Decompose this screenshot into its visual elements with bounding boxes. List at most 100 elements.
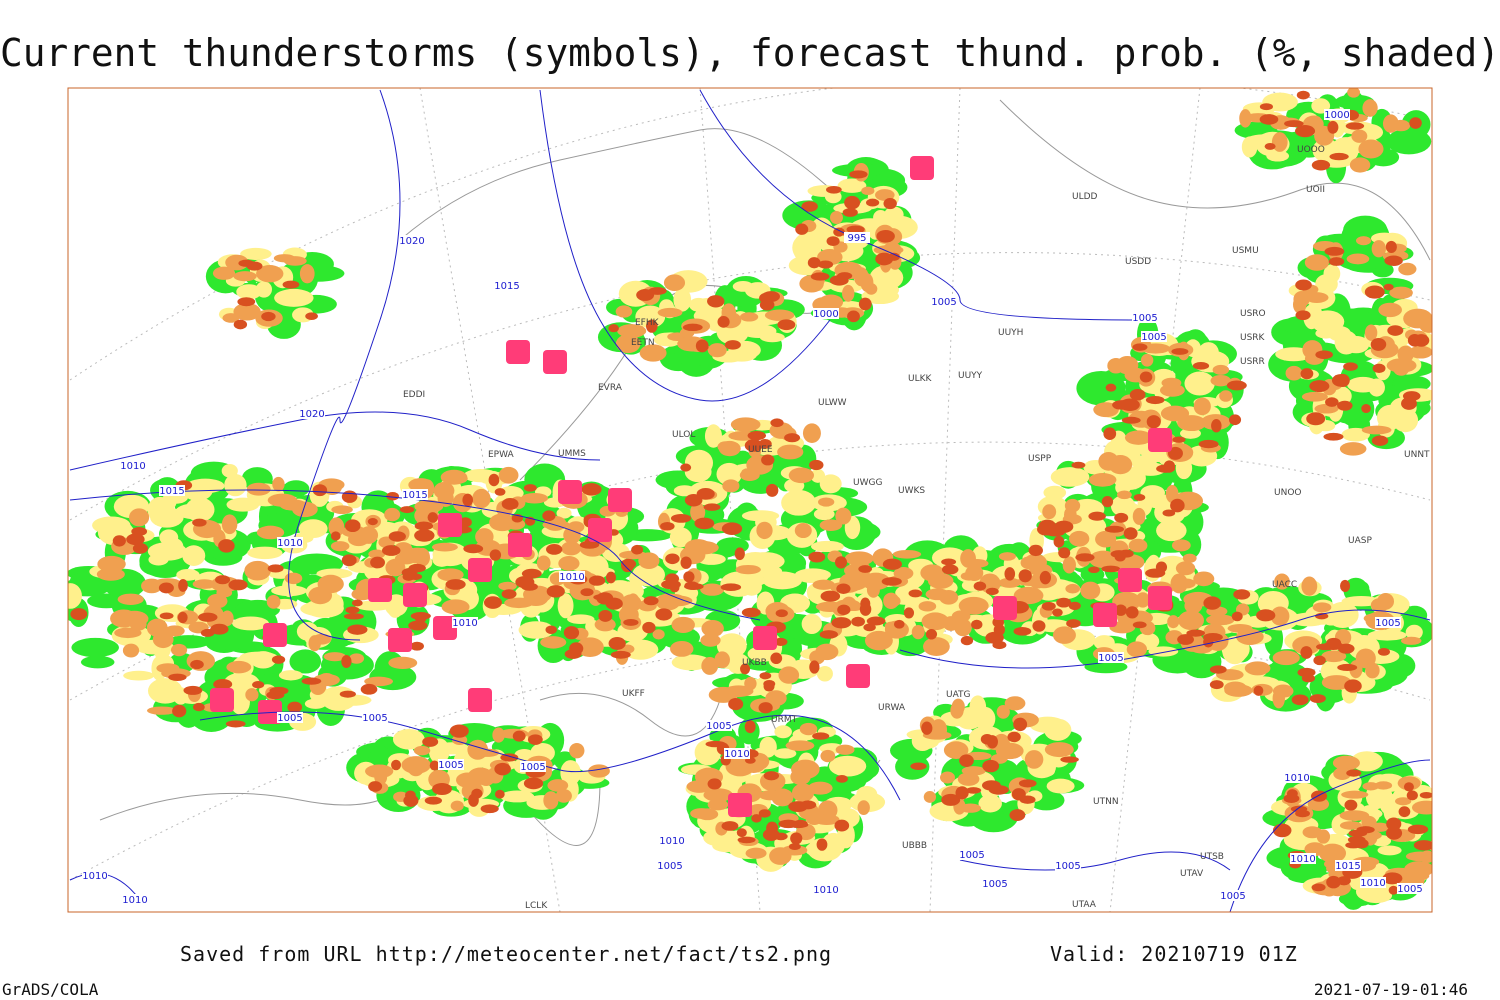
shade-cell <box>812 732 830 740</box>
shade-cell <box>1342 90 1364 115</box>
shade-cell <box>158 582 174 594</box>
shade-cell <box>381 545 401 556</box>
shade-cell <box>489 513 516 532</box>
shade-cell <box>992 640 1007 650</box>
shade-cell <box>1370 598 1389 613</box>
shade-cell <box>875 252 894 266</box>
shade-cell <box>809 459 824 471</box>
shade-cell <box>341 654 352 669</box>
shade-cell <box>1326 875 1341 889</box>
station-code: EPWA <box>488 450 515 460</box>
shade-cell <box>1095 530 1117 548</box>
shade-cell <box>228 579 248 591</box>
shade-cell <box>774 748 797 759</box>
storm-symbol <box>1093 603 1117 627</box>
shade-cell <box>918 601 937 612</box>
shade-cell <box>1291 694 1309 706</box>
storm-symbol <box>910 156 934 180</box>
shade-cell <box>1293 295 1307 314</box>
station-code: UUYH <box>998 328 1023 338</box>
shade-cell <box>673 485 696 497</box>
shade-cell <box>1088 566 1100 574</box>
shade-cell <box>1205 597 1219 605</box>
shade-cell <box>837 178 867 193</box>
shade-cell <box>747 430 766 441</box>
shade-cell <box>498 581 517 591</box>
shade-cell <box>1114 512 1129 523</box>
shade-cell <box>660 521 675 531</box>
storm-symbol <box>368 578 392 602</box>
shade-cell <box>921 612 949 631</box>
shade-cell <box>1406 790 1418 801</box>
isobar-label: 1010 <box>120 461 145 472</box>
shade-cell <box>97 555 126 573</box>
storm-symbol <box>433 616 457 640</box>
shade-cell <box>110 609 138 628</box>
shade-cell <box>1066 619 1081 628</box>
isobar-label-bg <box>813 884 839 895</box>
shade-cell <box>413 745 431 756</box>
shade-cell <box>227 499 247 511</box>
shade-cell <box>1340 579 1351 592</box>
shade-cell <box>965 565 984 581</box>
shade-cell <box>131 526 148 536</box>
shade-cell <box>246 261 263 271</box>
shade-cell <box>688 297 709 312</box>
isobars <box>69 89 1431 912</box>
shade-cell <box>875 189 895 201</box>
shade-cell <box>836 583 851 594</box>
shade-cell <box>230 689 250 715</box>
shade-cell <box>704 424 722 448</box>
shade-cell <box>563 526 581 545</box>
shade-cell <box>759 672 772 680</box>
shade-cell <box>1339 821 1362 830</box>
shade-cell <box>343 613 364 620</box>
shade-cell <box>802 423 821 444</box>
shade-cell <box>351 588 374 601</box>
shade-cell <box>1071 461 1086 469</box>
shade-cell <box>631 544 644 555</box>
station-code: EVRA <box>598 383 623 393</box>
shade-cell <box>429 760 440 771</box>
shade-cell <box>847 310 860 323</box>
shade-cell <box>365 764 394 779</box>
isobar-label-bg <box>959 849 985 860</box>
shade-cell <box>546 585 565 598</box>
shade-cell <box>560 760 581 786</box>
isobar-label-bg <box>452 617 478 628</box>
shade-cell <box>555 789 572 803</box>
isobar-label-bg <box>1290 853 1316 864</box>
shade-cell <box>351 599 363 607</box>
shade-cell <box>921 721 933 735</box>
shade-cell <box>1367 629 1407 641</box>
shade-cell <box>728 698 744 711</box>
shade-cell <box>773 637 788 646</box>
shade-cell <box>1069 530 1090 547</box>
shade-cell <box>252 681 265 689</box>
shade-cell <box>567 614 595 625</box>
storm-symbol <box>258 700 282 724</box>
shade-cell <box>686 780 712 793</box>
shade-cell <box>717 316 730 328</box>
shade-cell <box>218 539 235 553</box>
shade-cell <box>735 564 761 575</box>
shade-cell <box>700 583 725 596</box>
shade-cell <box>1385 240 1397 254</box>
shade-cell <box>1420 850 1432 864</box>
shade-cell <box>1076 370 1126 406</box>
shade-cell <box>414 529 435 542</box>
shade-cell <box>722 773 743 795</box>
shade-cell <box>305 312 318 320</box>
shade-cell <box>1041 601 1056 611</box>
shade-cell <box>1411 800 1432 815</box>
shade-cell <box>844 551 874 566</box>
shade-cell <box>197 612 218 622</box>
shade-cell <box>392 728 425 750</box>
shade-cell <box>225 720 246 728</box>
shade-cell <box>1226 380 1247 391</box>
shade-cell <box>808 551 826 563</box>
shade-cell <box>1311 883 1326 892</box>
shade-cell <box>1310 310 1345 333</box>
isobar-label-bg <box>844 232 870 243</box>
